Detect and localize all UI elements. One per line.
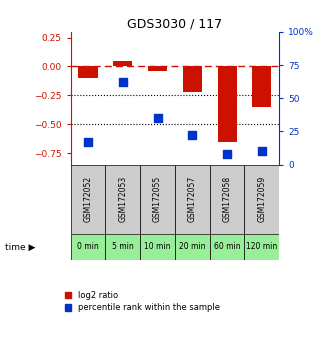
- Point: [190, 132, 195, 138]
- Bar: [140, 165, 175, 234]
- Text: 5 min: 5 min: [112, 242, 134, 251]
- Bar: [71, 234, 105, 260]
- Text: GSM172058: GSM172058: [222, 176, 232, 222]
- Point: [120, 80, 125, 85]
- Bar: [245, 165, 279, 234]
- Text: 20 min: 20 min: [179, 242, 205, 251]
- Text: GSM172057: GSM172057: [188, 176, 197, 222]
- Bar: [105, 165, 140, 234]
- Bar: [175, 165, 210, 234]
- Bar: [71, 165, 105, 234]
- Bar: [105, 234, 140, 260]
- Bar: [148, 67, 167, 71]
- Text: 120 min: 120 min: [246, 242, 278, 251]
- Bar: [175, 234, 210, 260]
- Bar: [140, 234, 175, 260]
- Text: GSM172055: GSM172055: [153, 176, 162, 222]
- Bar: [210, 165, 245, 234]
- Point: [259, 149, 265, 154]
- Text: GSM172059: GSM172059: [257, 176, 266, 222]
- Title: GDS3030 / 117: GDS3030 / 117: [127, 18, 222, 31]
- Bar: [210, 234, 245, 260]
- Text: 60 min: 60 min: [214, 242, 240, 251]
- Point: [155, 115, 160, 121]
- Bar: [78, 67, 98, 78]
- Text: 0 min: 0 min: [77, 242, 99, 251]
- Legend: log2 ratio, percentile rank within the sample: log2 ratio, percentile rank within the s…: [65, 291, 220, 312]
- Text: GSM172053: GSM172053: [118, 176, 127, 222]
- Bar: [245, 234, 279, 260]
- Point: [85, 139, 91, 145]
- Bar: [218, 67, 237, 142]
- Text: GSM172052: GSM172052: [83, 176, 92, 222]
- Bar: [252, 67, 272, 107]
- Point: [224, 151, 230, 157]
- Text: time ▶: time ▶: [5, 242, 35, 251]
- Bar: [113, 61, 132, 67]
- Bar: [183, 67, 202, 92]
- Text: 10 min: 10 min: [144, 242, 171, 251]
